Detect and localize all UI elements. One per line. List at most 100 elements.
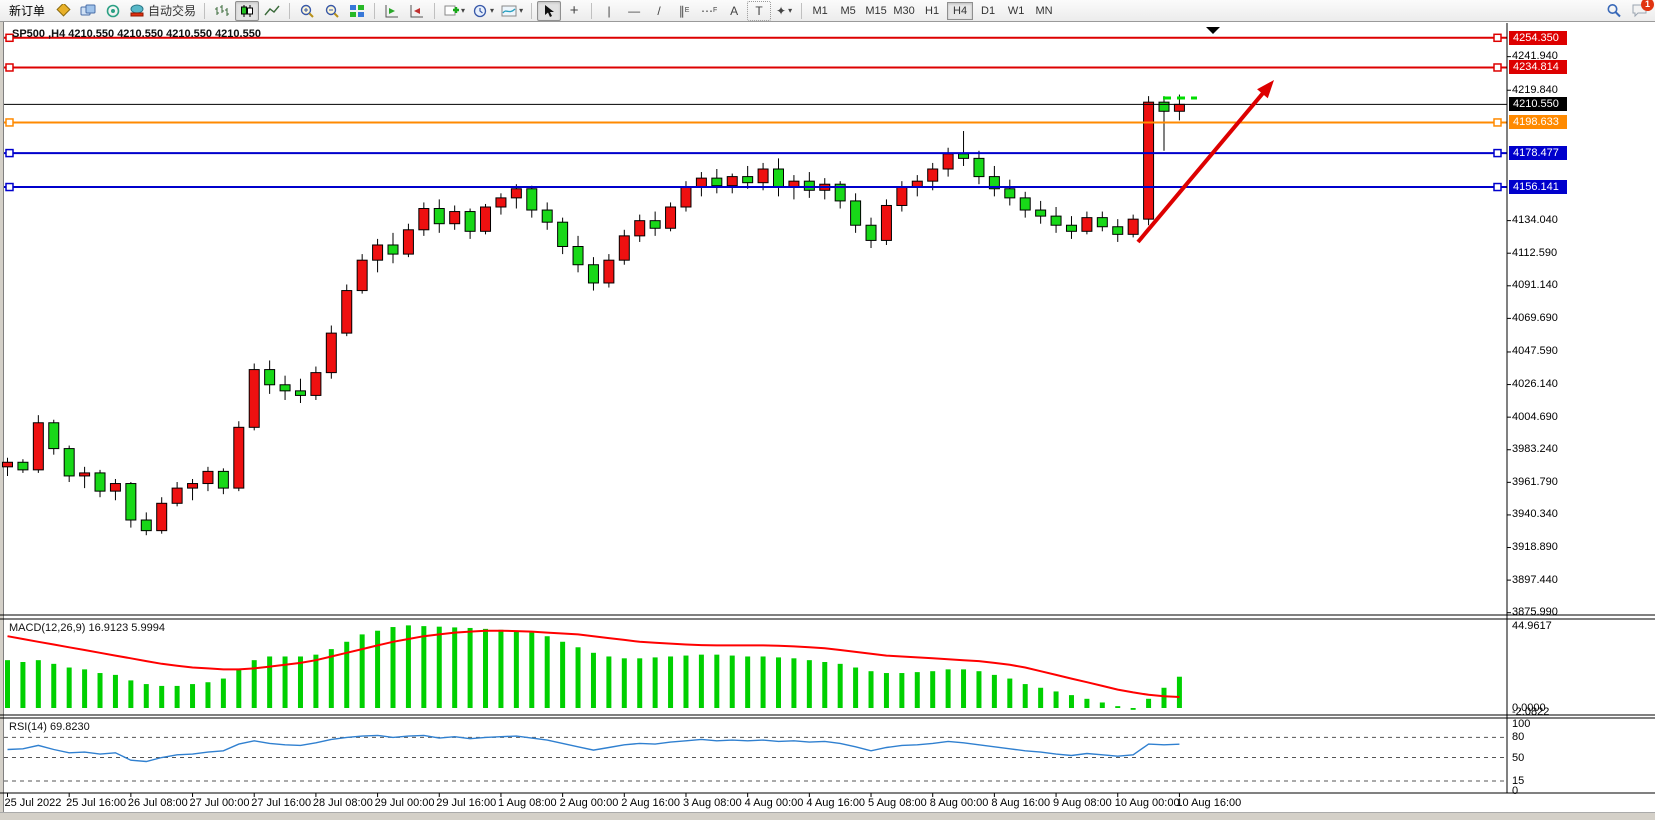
- macd-histogram-bar: [791, 658, 797, 708]
- timeframe-button-H1[interactable]: H1: [919, 2, 945, 20]
- line-handle[interactable]: [5, 33, 14, 43]
- chat-icon[interactable]: 1: [1627, 0, 1654, 21]
- price-tick-label: 4134.040: [1512, 214, 1558, 227]
- line-handle[interactable]: [5, 63, 14, 72]
- line-handle[interactable]: [5, 118, 14, 127]
- period-button[interactable]: ▾: [469, 1, 497, 21]
- trend-arrow-annotation[interactable]: [1136, 89, 1267, 244]
- timeframe-button-MN[interactable]: MN: [1031, 2, 1057, 20]
- macd-histogram-bar: [991, 674, 997, 708]
- macd-histogram-bar: [375, 630, 381, 708]
- candlestick-chart-type-icon[interactable]: [235, 0, 260, 21]
- macd-histogram-bar: [112, 674, 118, 708]
- arrows-tool-icon[interactable]: ✦ ▾: [776, 3, 793, 18]
- line-handle[interactable]: [1493, 148, 1502, 158]
- line-handle[interactable]: [5, 148, 14, 158]
- line-handle[interactable]: [1493, 118, 1502, 127]
- macd-signal-line: [7, 629, 1180, 698]
- candlestick: [526, 188, 538, 211]
- timeframe-button-M30[interactable]: M30: [891, 2, 917, 20]
- time-axis-label: 3 Aug 08:00: [682, 797, 742, 809]
- candlestick: [32, 422, 44, 471]
- market-watch-icon[interactable]: [51, 1, 75, 21]
- macd-histogram-bar: [714, 654, 720, 708]
- line-handle[interactable]: [1493, 33, 1502, 43]
- timeframe-button-M15[interactable]: M15: [863, 2, 889, 20]
- toolbar-separator: [531, 2, 533, 19]
- macd-histogram-bar: [930, 671, 936, 708]
- fibonacci-tool-icon[interactable]: ⋯ F: [700, 3, 718, 18]
- step-forward-icon[interactable]: [380, 1, 404, 21]
- equidistant-channel-tool-icon[interactable]: ∥ E: [678, 3, 690, 18]
- candlestick: [79, 472, 91, 477]
- crosshair-tool-icon[interactable]: +: [569, 2, 579, 19]
- line-chart-type-icon[interactable]: [260, 1, 284, 21]
- candlestick: [1158, 101, 1170, 112]
- toolbar-separator: [591, 2, 593, 19]
- horizontal-line-tool-icon[interactable]: —: [628, 3, 641, 18]
- candlestick: [310, 372, 322, 396]
- search-icon[interactable]: [1602, 1, 1626, 21]
- trend-arrow-head[interactable]: [1257, 80, 1274, 99]
- candlestick: [140, 519, 152, 532]
- templates-button[interactable]: ▾: [498, 1, 526, 21]
- macd-histogram-bar: [1115, 706, 1121, 708]
- macd-histogram-bar: [560, 641, 566, 708]
- macd-histogram-bar: [945, 669, 951, 708]
- candlestick: [572, 246, 584, 266]
- zoom-out-icon[interactable]: [320, 1, 344, 21]
- step-back-icon[interactable]: [405, 1, 429, 21]
- chevron-down-icon: ▾: [788, 6, 793, 15]
- candlestick: [1096, 217, 1108, 228]
- timeframe-button-D1[interactable]: D1: [975, 2, 1001, 20]
- macd-histogram-bar: [1176, 676, 1182, 708]
- toolbar: 新订单 自动交易 ▾ ▾: [0, 0, 1655, 22]
- data-window-icon[interactable]: [76, 1, 100, 21]
- macd-histogram-bar: [205, 682, 211, 708]
- tile-windows-icon[interactable]: [345, 1, 369, 21]
- timeframe-button-M1[interactable]: M1: [807, 2, 833, 20]
- macd-histogram-bar: [776, 657, 781, 708]
- rsi-axis-label-100: 100: [1512, 718, 1531, 730]
- macd-histogram-bar: [853, 667, 859, 708]
- macd-histogram-bar: [868, 671, 874, 708]
- timeframe-button-H4[interactable]: H4: [947, 1, 974, 20]
- indicators-button[interactable]: ▾: [440, 1, 468, 21]
- new-order-button[interactable]: 新订单: [4, 1, 50, 21]
- timeframe-button-M5[interactable]: M5: [835, 2, 861, 20]
- candlestick: [187, 483, 199, 489]
- candlestick: [880, 204, 892, 241]
- price-tick-label: 4241.940: [1512, 50, 1558, 63]
- line-handle[interactable]: [1493, 63, 1502, 72]
- rsi-axis-label-15: 15: [1512, 774, 1525, 787]
- price-tick-label: 3961.790: [1512, 475, 1558, 488]
- candlestick: [233, 426, 245, 489]
- timeframe-button-W1[interactable]: W1: [1003, 2, 1029, 20]
- bar-chart-type-icon[interactable]: [210, 1, 234, 21]
- autotrading-button[interactable]: 自动交易: [126, 1, 199, 21]
- candlestick: [1035, 209, 1047, 217]
- vertical-line-tool-icon[interactable]: |: [607, 3, 611, 18]
- macd-histogram-bar: [668, 656, 674, 708]
- chart-shift-marker[interactable]: [1206, 27, 1220, 34]
- line-handle[interactable]: [1493, 182, 1502, 192]
- text-tool-icon[interactable]: A: [730, 3, 739, 18]
- macd-histogram-bar: [20, 662, 26, 708]
- candlestick: [125, 483, 137, 521]
- macd-histogram-bar: [529, 632, 535, 708]
- time-axis-label: 9 Aug 08:00: [1053, 797, 1112, 809]
- zoom-in-icon[interactable]: [295, 1, 319, 21]
- text-label-tool-icon[interactable]: T: [747, 0, 772, 21]
- rsi-axis-label-50: 50: [1512, 751, 1525, 764]
- macd-histogram-bar: [683, 655, 689, 708]
- navigator-icon[interactable]: [101, 1, 125, 21]
- trendline-tool-icon[interactable]: /: [657, 3, 661, 18]
- cursor-tool-icon[interactable]: [537, 0, 562, 21]
- line-handle[interactable]: [5, 182, 14, 192]
- time-axis-label: 2 Aug 16:00: [621, 797, 681, 809]
- macd-zero-label: 0.0000: [1512, 702, 1546, 714]
- time-axis-label: 27 Jul 00:00: [189, 797, 250, 809]
- candlestick: [356, 259, 368, 292]
- macd-histogram-bar: [82, 669, 88, 708]
